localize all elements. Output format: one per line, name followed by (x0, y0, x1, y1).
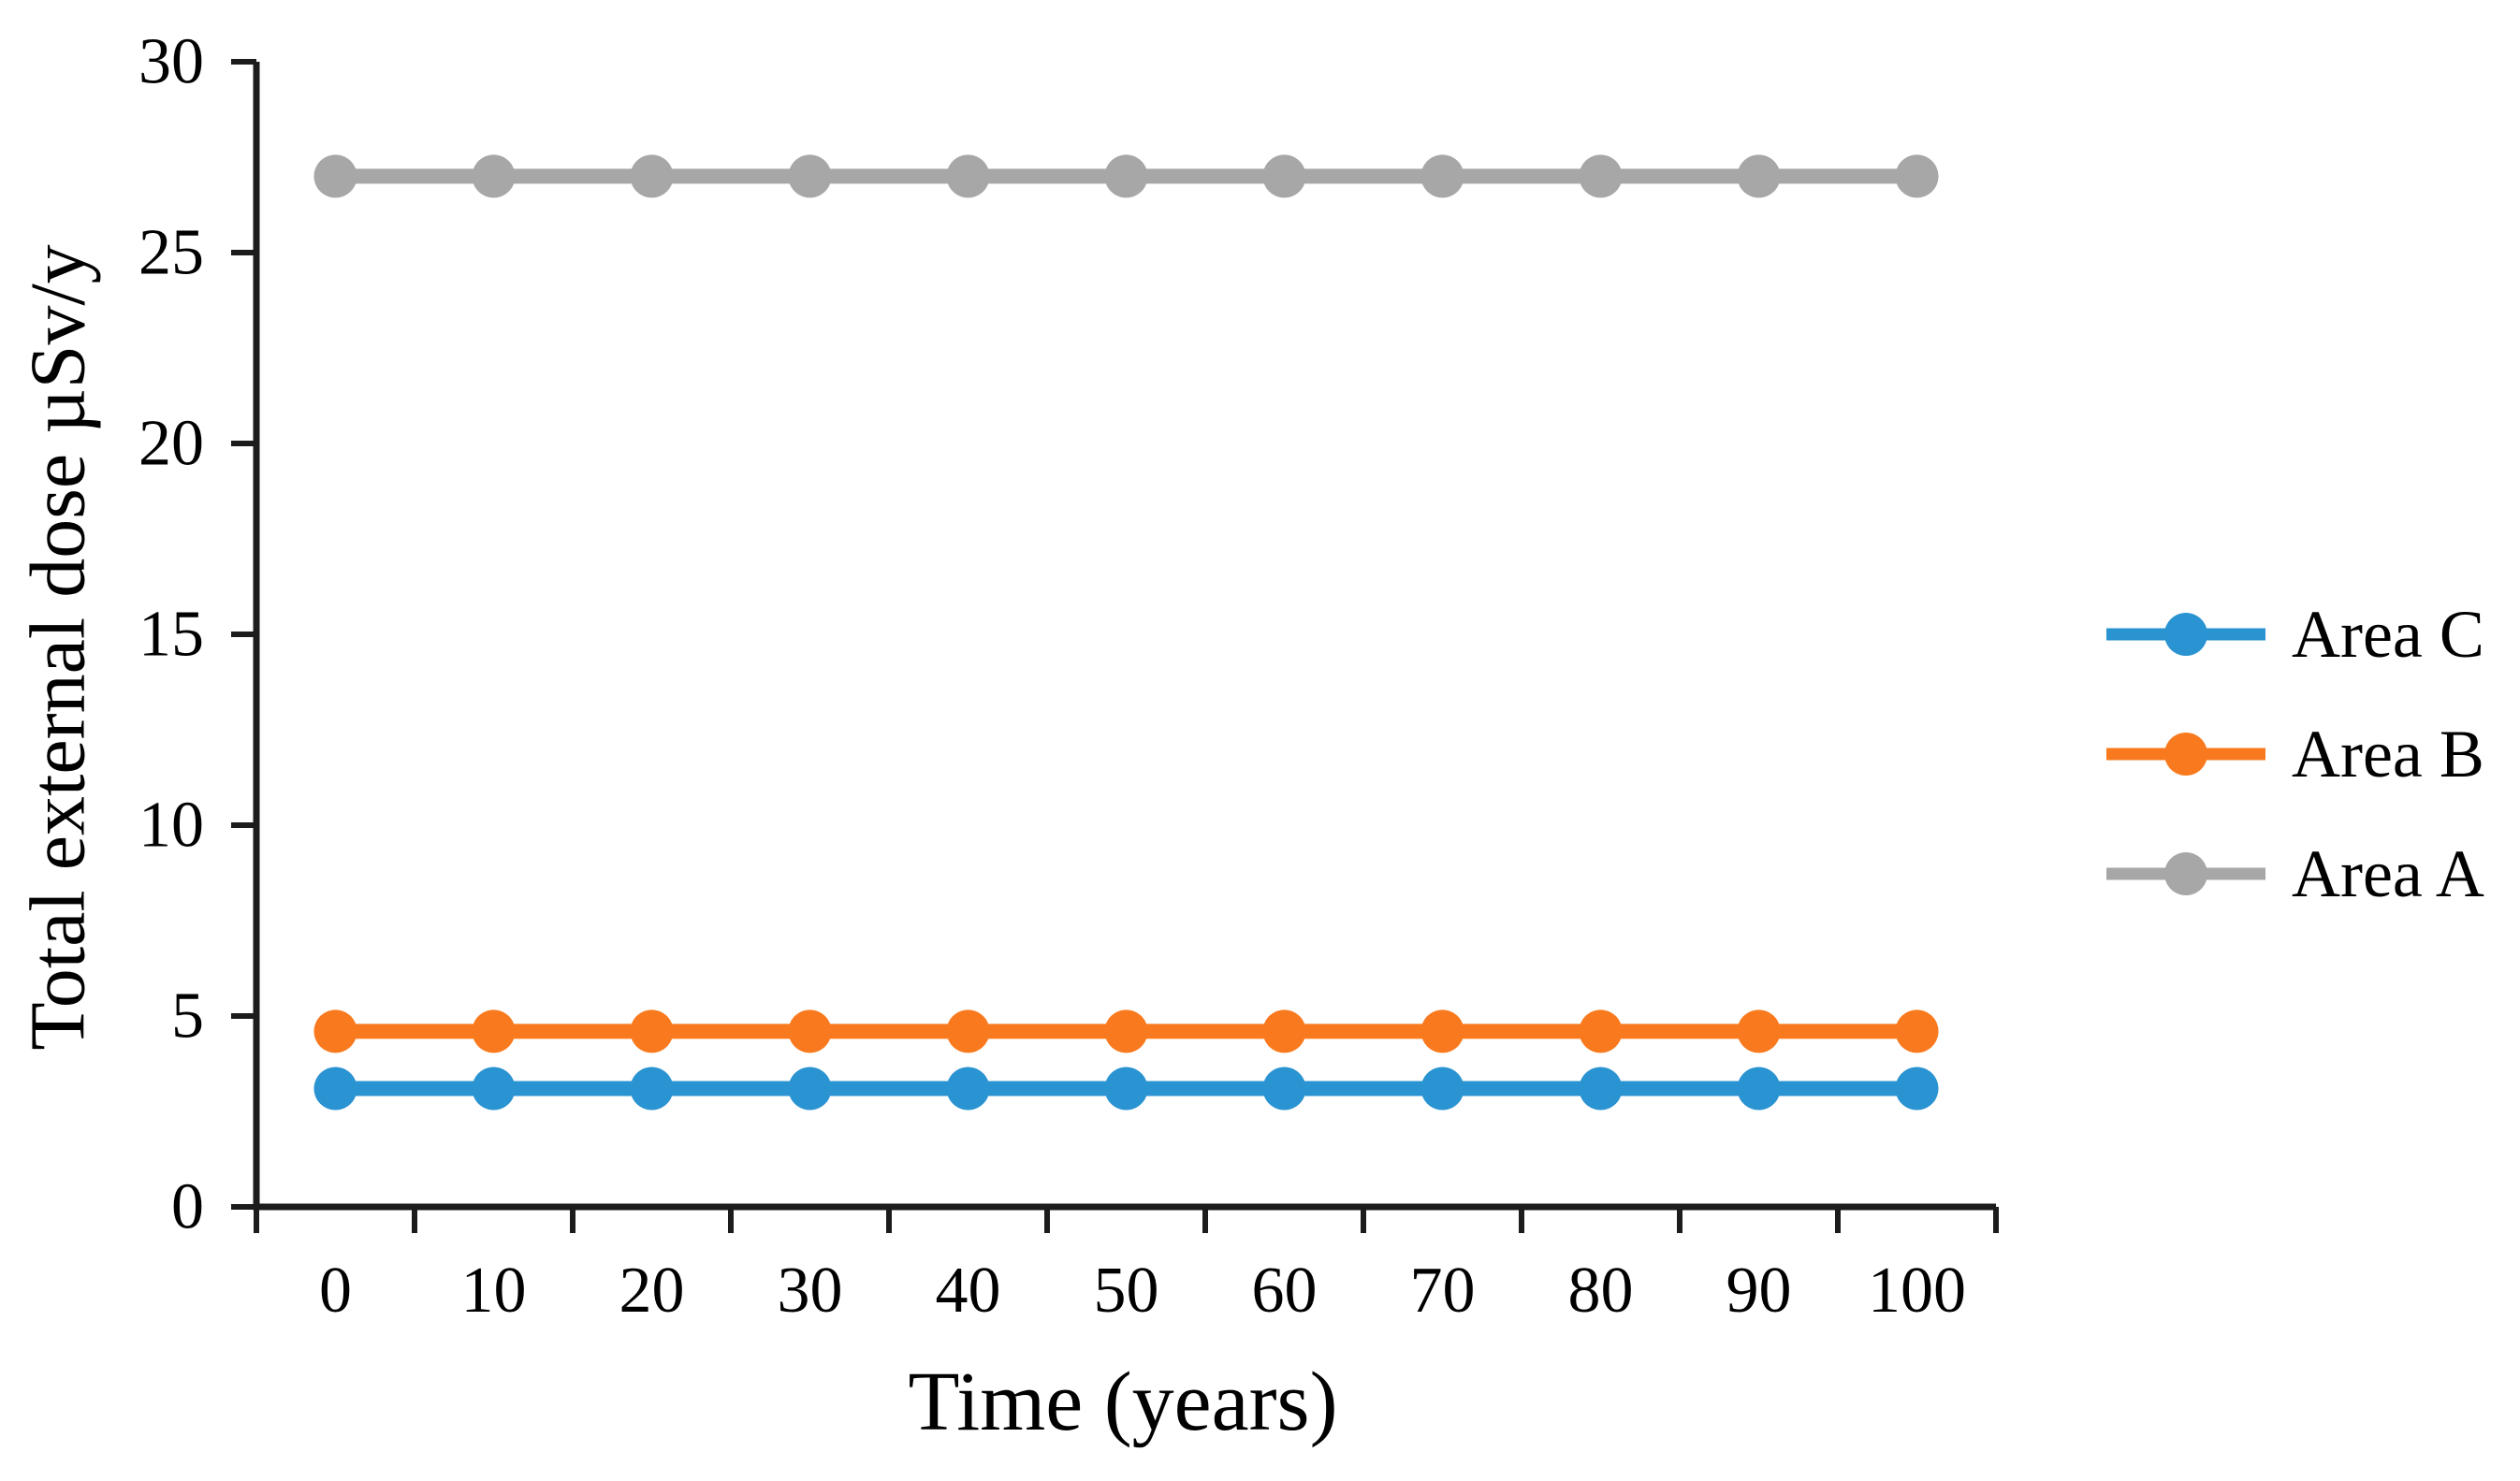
legend-label: Area A (2292, 836, 2484, 911)
x-tick-label: 50 (1094, 1255, 1159, 1327)
data-point-area-c (1104, 1067, 1148, 1111)
data-point-area-a (630, 154, 674, 198)
data-point-area-c (946, 1067, 990, 1111)
data-point-area-a (788, 154, 832, 198)
legend: Area C Area B Area A (2106, 597, 2484, 911)
data-point-area-a (1895, 154, 1939, 198)
data-point-area-c (1895, 1067, 1939, 1111)
data-point-area-b (788, 1009, 832, 1053)
x-tick-label: 70 (1410, 1255, 1476, 1327)
y-tick-label: 5 (171, 980, 204, 1053)
data-point-area-b (472, 1009, 516, 1053)
plot-series (313, 154, 1939, 1111)
data-point-area-a (313, 154, 357, 198)
data-point-area-a (1737, 154, 1781, 198)
data-point-area-a (1104, 154, 1148, 198)
x-tick-label: 40 (936, 1255, 1001, 1327)
x-tick-label: 60 (1252, 1255, 1318, 1327)
x-tick-label: 10 (461, 1255, 527, 1327)
data-point-area-c (472, 1067, 516, 1111)
data-point-area-a (472, 154, 516, 198)
data-point-area-b (1737, 1009, 1781, 1053)
data-point-area-a (1262, 154, 1306, 198)
data-point-area-b (946, 1009, 990, 1053)
x-tick-label: 90 (1726, 1255, 1792, 1327)
x-tick-label: 30 (778, 1255, 843, 1327)
x-tick-label: 100 (1868, 1255, 1966, 1327)
x-axis-title: Time (years) (908, 1356, 1337, 1448)
y-tick-label: 15 (138, 599, 204, 671)
data-point-area-c (1420, 1067, 1464, 1111)
legend-item-area-c: Area C (2106, 597, 2484, 672)
y-axis-title: Total external dose µSv/y (15, 244, 102, 1050)
x-tick-label: 80 (1568, 1255, 1634, 1327)
data-point-area-a (946, 154, 990, 198)
y-tick-label: 25 (138, 217, 204, 289)
legend-marker-icon (2164, 613, 2207, 656)
data-point-area-b (630, 1009, 674, 1053)
series-area-b (313, 1009, 1939, 1053)
data-point-area-a (1420, 154, 1464, 198)
y-tick-label: 0 (171, 1171, 204, 1243)
series-area-c (313, 1067, 1939, 1111)
legend-item-area-b: Area B (2106, 717, 2484, 791)
legend-marker-icon (2164, 733, 2207, 776)
data-point-area-b (1895, 1009, 1939, 1053)
y-tick-label: 20 (138, 408, 204, 480)
data-point-area-c (1579, 1067, 1623, 1111)
y-tick-label: 10 (138, 790, 204, 862)
legend-label: Area B (2292, 717, 2484, 791)
data-point-area-c (630, 1067, 674, 1111)
data-point-area-b (1579, 1009, 1623, 1053)
x-tick-label: 20 (619, 1255, 685, 1327)
data-point-area-c (1262, 1067, 1306, 1111)
data-point-area-c (313, 1067, 357, 1111)
data-point-area-b (313, 1009, 357, 1053)
legend-item-area-a: Area A (2106, 836, 2484, 911)
series-area-a (313, 154, 1939, 198)
data-point-area-b (1262, 1009, 1306, 1053)
x-tick-label: 0 (319, 1255, 352, 1327)
data-point-area-b (1420, 1009, 1464, 1053)
data-point-area-c (1737, 1067, 1781, 1111)
axes: 0 5 10 15 20 25 30 0 10 20 30 40 50 60 70 80 90 100 (138, 26, 1999, 1327)
legend-marker-icon (2164, 852, 2207, 895)
legend-label: Area C (2292, 597, 2484, 672)
data-point-area-c (788, 1067, 832, 1111)
data-point-area-a (1579, 154, 1623, 198)
y-tick-label: 30 (138, 26, 204, 98)
data-point-area-b (1104, 1009, 1148, 1053)
